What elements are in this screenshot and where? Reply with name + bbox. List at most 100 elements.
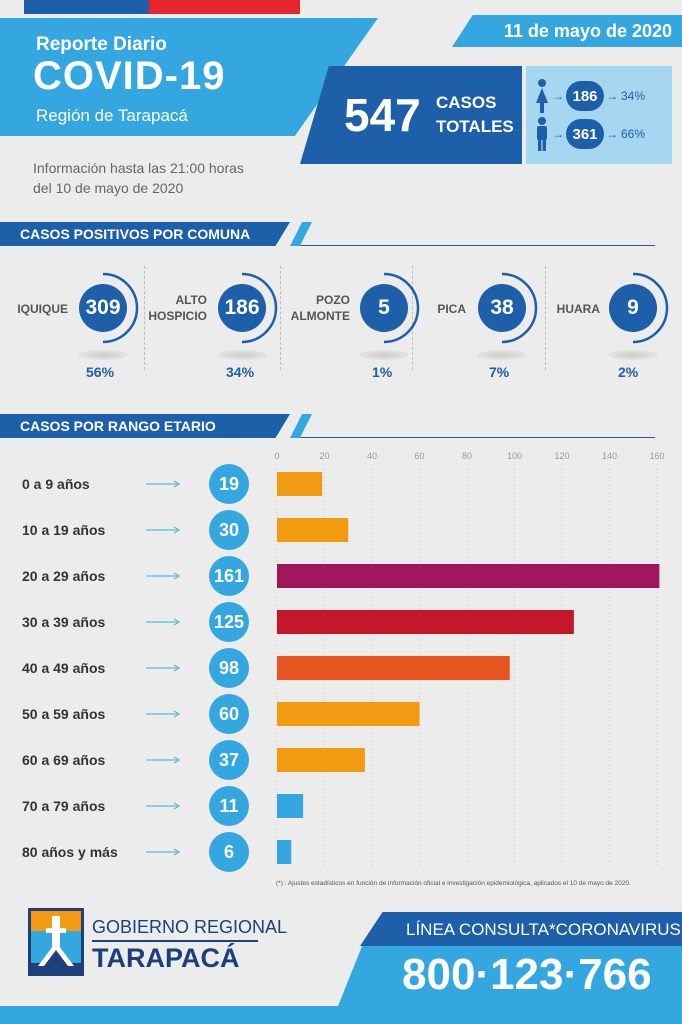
arrow-icon: → — [606, 127, 618, 141]
comuna-count-alto-hospicio: 186 — [218, 284, 266, 332]
section-stripe — [290, 414, 312, 438]
arrow-icon — [146, 756, 180, 764]
total-label-line-1: CASOS — [436, 93, 497, 112]
age-count-label: 30 — [209, 510, 249, 550]
age-category-label: 30 a 39 años — [22, 614, 106, 630]
arrow-icon: → — [606, 89, 618, 103]
comuna-name-line: HOSPICIO — [148, 309, 207, 323]
phone-number: 800·123·766 — [402, 950, 652, 999]
age-count-label: 125 — [209, 602, 249, 642]
age-count-label: 19 — [209, 464, 249, 504]
age-count-label: 161 — [209, 556, 249, 596]
age-bar — [277, 610, 574, 634]
age-category-label: 80 años y más — [22, 844, 118, 860]
age-category-label: 50 a 59 años — [22, 706, 106, 722]
arrow-icon — [146, 480, 180, 488]
comuna-pct-alto-hospicio: 34% — [226, 364, 255, 380]
comuna-name-alto-hospicio: ALTO HOSPICIO — [148, 292, 207, 324]
age-bar — [277, 794, 304, 818]
age-category-label: 70 a 79 años — [22, 798, 106, 814]
comuna-pct-iquique: 56% — [86, 364, 115, 380]
comuna-shadow — [477, 350, 527, 360]
page-title: COVID-19 — [33, 54, 226, 98]
comuna-count-pozo-almonte: 5 — [360, 284, 408, 332]
x-tick-label: 120 — [554, 451, 569, 461]
x-tick-label: 100 — [507, 451, 522, 461]
male-count: 361 — [566, 119, 604, 149]
x-tick-label: 160 — [649, 451, 664, 461]
x-tick-label: 40 — [367, 451, 377, 461]
comuna-count-iquique: 309 — [79, 284, 127, 332]
comuna-ring-iquique — [102, 272, 139, 344]
comuna-name-line: IQUIQUE — [17, 302, 68, 316]
gender-row-female: → 186 → 34% — [534, 78, 645, 114]
male-person-icon — [537, 117, 547, 151]
age-count-label: 98 — [209, 648, 249, 688]
female-pct: 34% — [621, 89, 646, 103]
arrow-icon — [146, 848, 180, 856]
gender-breakdown-box — [526, 66, 672, 164]
age-count-label: 60 — [209, 694, 249, 734]
comuna-pct-pica: 7% — [489, 364, 510, 380]
age-category-label: 10 a 19 años — [22, 522, 106, 538]
age-count-label: 37 — [209, 740, 249, 780]
comuna-shadow — [78, 350, 128, 360]
comuna-separator — [545, 266, 546, 370]
age-bar — [277, 472, 323, 496]
x-tick-label: 60 — [414, 451, 424, 461]
arrow-icon — [146, 572, 180, 580]
section-title-ages: CASOS POR RANGO ETARIO — [20, 418, 216, 434]
x-tick-label: 140 — [602, 451, 617, 461]
age-bar — [277, 702, 420, 726]
female-count: 186 — [566, 81, 604, 111]
age-bar — [277, 748, 365, 772]
age-count-label: 6 — [209, 832, 249, 872]
totals-box — [300, 66, 522, 164]
female-person-icon — [536, 79, 548, 113]
phone-label-band — [360, 912, 682, 946]
comuna-separator — [412, 266, 413, 370]
arrow-icon — [146, 802, 180, 810]
comuna-pct-huara: 2% — [618, 364, 639, 380]
comuna-name-huara: HUARA — [557, 301, 600, 317]
age-bar — [277, 840, 292, 864]
comuna-shadow — [608, 350, 658, 360]
comuna-pct-pozo-almonte: 1% — [372, 364, 393, 380]
gov-divider — [92, 940, 258, 942]
government-logo — [28, 908, 84, 976]
section-title-comunas: CASOS POSITIVOS POR COMUNA — [20, 226, 251, 242]
total-label-line-2: TOTALES — [436, 117, 514, 136]
phone-label: LÍNEA CONSULTA*CORONAVIRUS — [406, 920, 681, 939]
age-bar — [277, 656, 510, 680]
comuna-name-line: HUARA — [556, 302, 600, 316]
comuna-shadow — [217, 350, 267, 360]
section-header-ages: CASOS POR RANGO ETARIO — [0, 414, 290, 438]
x-tick-label: 80 — [462, 451, 472, 461]
comuna-name-pozo-almonte: POZO ALMONTE — [291, 292, 350, 324]
info-text: Información hasta las 21:00 horas del 10… — [33, 158, 293, 198]
comuna-shadow — [359, 350, 409, 360]
gender-row-male: → 361 → 66% — [534, 116, 645, 152]
arrow-icon: → — [552, 127, 564, 141]
arrow-icon: → — [552, 89, 564, 103]
comuna-name-line: POZO — [315, 293, 350, 307]
age-category-label: 60 a 69 años — [22, 752, 106, 768]
x-tick-label: 20 — [319, 451, 329, 461]
arrow-icon — [146, 618, 180, 626]
gov-name: TARAPACÁ — [92, 943, 240, 973]
comuna-name-iquique: IQUIQUE — [17, 301, 68, 317]
comuna-count-pica: 38 — [478, 284, 526, 332]
section-divider — [300, 437, 655, 438]
arrow-icon — [146, 526, 180, 534]
male-pct: 66% — [621, 127, 646, 141]
age-bar — [277, 564, 660, 588]
total-cases-number: 547 — [344, 89, 421, 141]
x-tick-label: 0 — [274, 451, 279, 461]
comuna-separator — [144, 266, 145, 370]
comuna-name-line: ALTO — [175, 293, 207, 307]
comuna-name-line: ALMONTE — [290, 309, 350, 323]
region-label: Región de Tarapacá — [36, 106, 188, 125]
top-bar-blue — [24, 0, 149, 14]
comuna-separator — [280, 266, 281, 370]
age-bar — [277, 518, 349, 542]
